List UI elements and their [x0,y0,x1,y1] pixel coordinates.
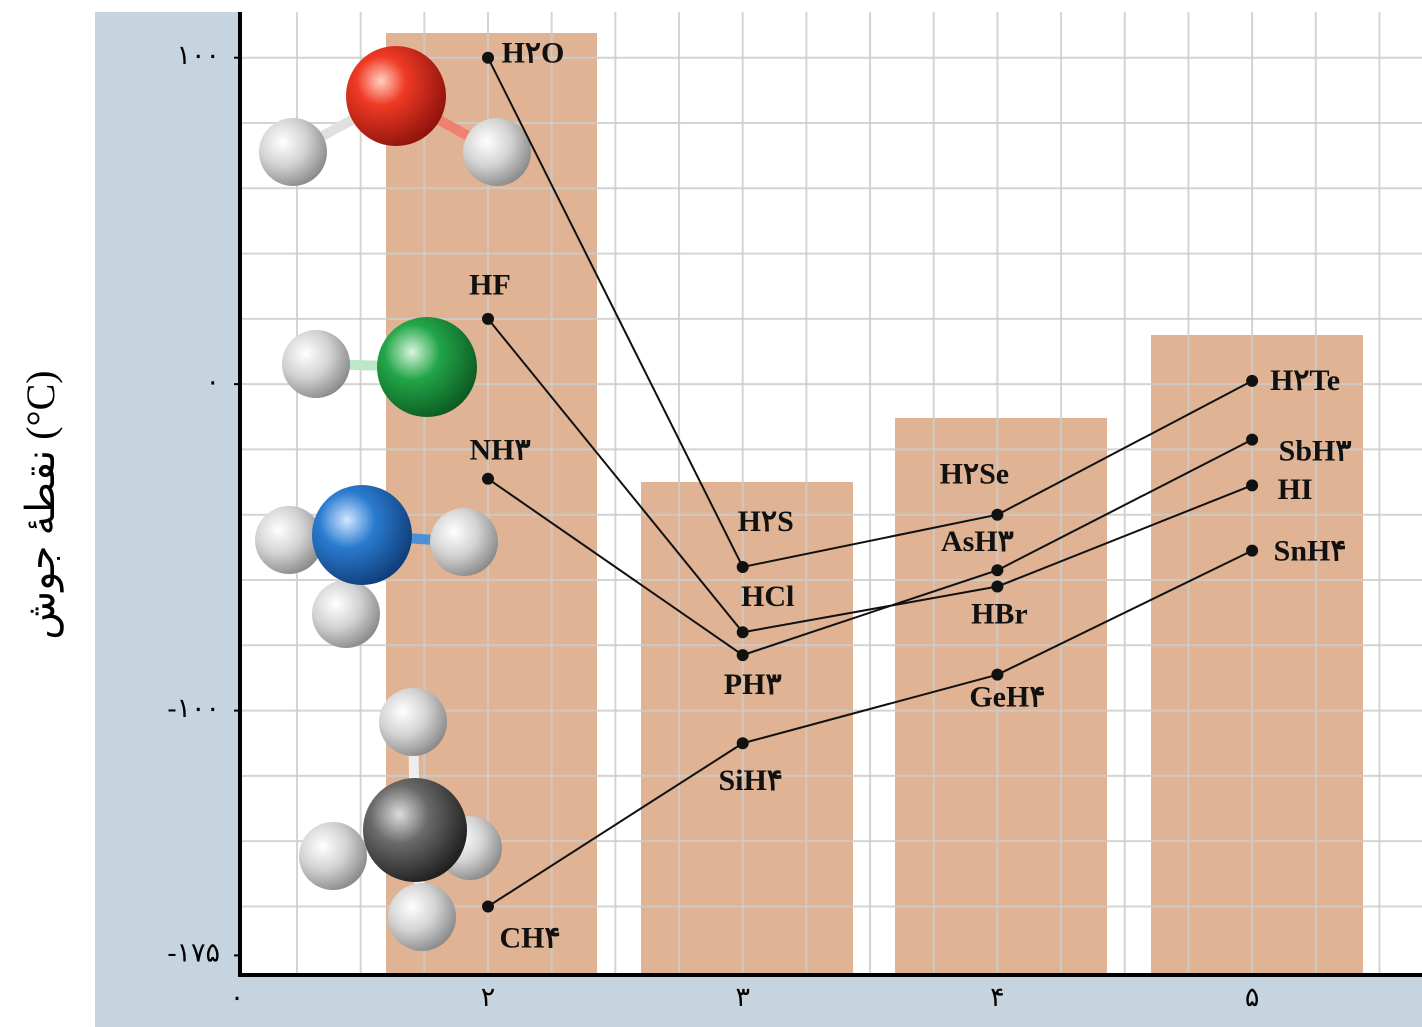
hydrogen-fluoride [282,317,477,417]
series-line [487,318,1253,634]
data-point [991,508,1004,521]
point-label: H۲Se [940,458,1009,491]
data-point [1246,433,1259,446]
x-tick-label: ۴ [990,982,1005,1012]
y-axis-title: نقطهٔ جوش (°C) [18,370,64,639]
methane [299,688,502,951]
point-label: HCl [741,580,794,613]
y-tick-label: -۱۰۰ [168,693,221,723]
point-label: CH۴ [499,921,560,954]
data-point [736,560,749,573]
data-point [482,51,494,64]
x-tick-label: ۵ [1245,982,1260,1012]
point-label: NH۳ [469,434,530,467]
point-label: PH۳ [724,668,782,701]
point-label: HF [469,269,511,302]
grid [240,12,1422,975]
x-origin-label: ۰ [230,982,245,1012]
y-tick-label: -۱۷۵ [168,938,221,968]
data-point [1246,374,1259,387]
data-point [736,649,749,662]
data-point [1246,544,1259,557]
point-label: H۲Te [1270,364,1340,397]
data-point [482,312,494,325]
ammonia [255,485,498,648]
point-label: H۲O [502,37,565,70]
data-point [482,472,494,485]
x-tick-label: ۲ [481,982,496,1012]
series-line [487,549,1253,908]
column [1151,335,1363,975]
y-tick-label: ۱۰۰ [176,40,220,70]
data-point [482,900,494,913]
columns [386,33,1363,975]
series-line [487,438,1253,657]
data-point [991,564,1004,577]
point-label: AsH۳ [941,525,1014,558]
axis-panel [95,12,240,1027]
data-point [1246,479,1259,492]
axis-panel [95,975,1422,1027]
plot: H۲O H۲S H۲Se H۲Te HF HCl HBr HI NH۳ PH۳ AsH۳ SbH۳ CH… [469,37,1351,955]
x-tick-label: ۳ [735,982,750,1012]
point-label: H۲S [738,505,794,538]
data-point [991,580,1004,593]
point-label: HI [1278,473,1313,506]
point-label: SbH۳ [1279,435,1352,468]
point-label: GeH۴ [969,681,1045,714]
point-label: SiH۴ [718,764,782,797]
series-line [487,57,1253,569]
y-tick-label: ۰ [205,366,220,396]
column [641,482,853,975]
data-point [736,737,749,750]
point-label: HBr [971,597,1028,630]
data-point [736,626,749,639]
data-point [991,668,1004,681]
water [259,46,531,186]
point-label: SnH۴ [1274,535,1347,568]
molecules [255,46,531,951]
